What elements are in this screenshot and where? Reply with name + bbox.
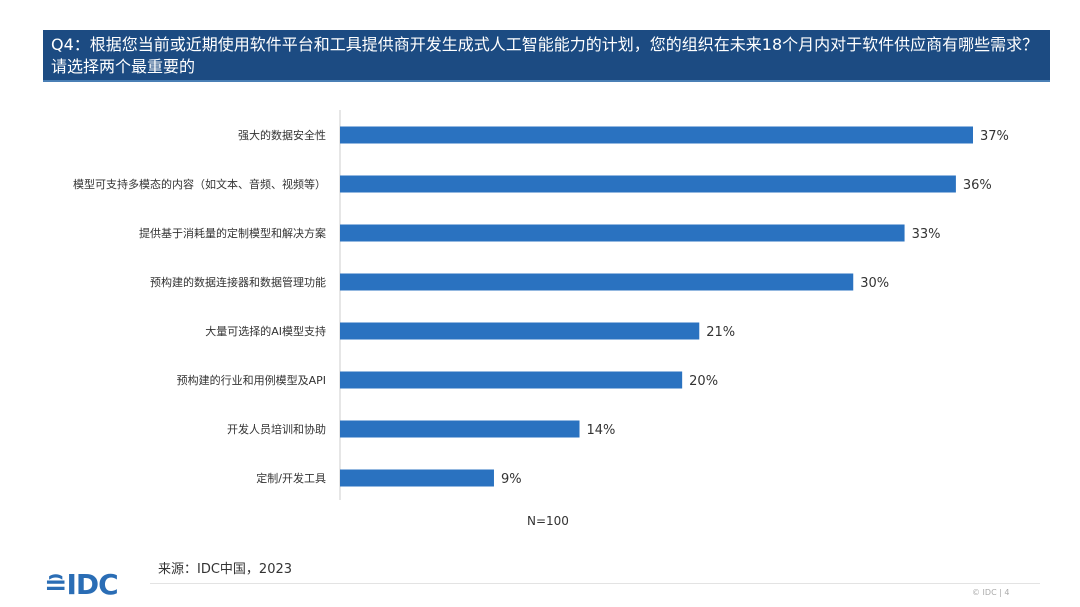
bar xyxy=(340,175,956,193)
bar xyxy=(340,126,973,144)
value-label: 33% xyxy=(912,227,941,242)
category-label: 大量可选择的AI模型支持 xyxy=(205,324,326,338)
category-label: 开发人员培训和协助 xyxy=(227,422,326,436)
value-label: 20% xyxy=(689,374,718,389)
bar xyxy=(340,273,854,291)
category-label: 定制/开发工具 xyxy=(256,471,326,485)
value-label: 21% xyxy=(706,325,735,340)
source-note: 来源：IDC中国，2023 xyxy=(158,562,293,577)
bar xyxy=(340,420,580,438)
question-title: Q4：根据您当前或近期使用软件平台和工具提供商开发生成式人工智能能力的计划，您的… xyxy=(43,30,1050,82)
value-label: 14% xyxy=(587,423,616,438)
value-label: 36% xyxy=(963,178,992,193)
copyright-page-number: © IDC | 4 xyxy=(972,588,1010,597)
category-label: 预构建的行业和用例模型及API xyxy=(177,373,326,387)
category-label: 预构建的数据连接器和数据管理功能 xyxy=(150,275,326,289)
category-label: 提供基于消耗量的定制模型和解决方案 xyxy=(139,226,326,240)
bar xyxy=(340,322,700,340)
category-label: 强大的数据安全性 xyxy=(238,128,326,142)
footer-divider xyxy=(150,583,1040,584)
idc-logo: ≘IDC xyxy=(44,568,119,601)
category-label: 模型可支持多模态的内容（如文本、音频、视频等） xyxy=(73,177,326,191)
sample-size-note: N=100 xyxy=(527,514,569,528)
value-label: 9% xyxy=(501,472,522,487)
bar xyxy=(340,224,905,242)
bar xyxy=(340,469,494,487)
bar xyxy=(340,371,683,389)
value-label: 30% xyxy=(860,276,889,291)
value-label: 37% xyxy=(980,129,1009,144)
